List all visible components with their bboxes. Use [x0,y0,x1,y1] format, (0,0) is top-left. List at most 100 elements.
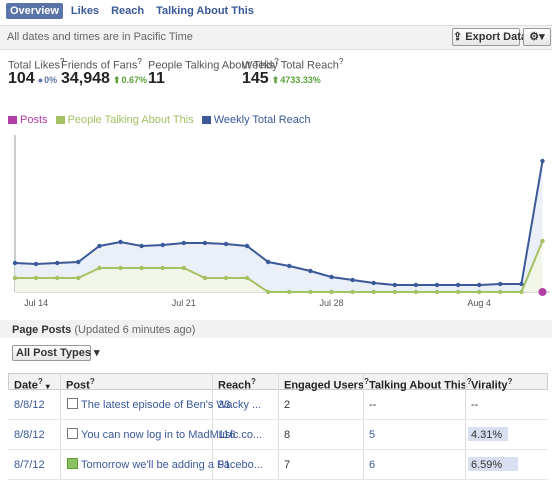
data-point [97,265,102,271]
data-point [118,265,123,271]
column-header[interactable]: Reach? [218,377,256,392]
data-point [392,282,397,288]
stat-label-text: People Talking About This [148,59,275,72]
data-point [392,289,397,295]
cell: 2 [284,399,291,411]
virality-badge [468,427,508,441]
tab-bar: Overview Likes Reach Talking About This [6,3,262,19]
stat-row: 145 ⬆4733.33% [242,70,321,88]
stat-change: ●0% [35,75,57,85]
stat-label-text: Friends of Fans [61,59,138,72]
data-point [498,281,503,287]
data-point [519,289,524,295]
data-point [538,288,547,296]
timezone-note: All dates and times are in Pacific Time [7,31,193,43]
cell: 6.59% [471,459,503,471]
series-line [14,160,544,286]
legend-swatch [8,116,17,124]
help-icon: ? [466,377,472,386]
stat-row: 11 [148,70,165,88]
area [15,161,543,292]
x-tick-label: Jul 21 [172,298,196,308]
cell: 5 [369,429,376,441]
help-icon: ? [251,377,256,386]
stat-change: ⬆4733.33% [269,75,321,85]
legend-label: Posts [20,114,48,126]
tab[interactable]: Reach [111,5,145,17]
data-point [181,240,186,246]
post-link[interactable]: You can now log in to MadMusic.co... [81,429,263,441]
stat-row: 34,948 ⬆0.67% [61,70,147,88]
legend-swatch [55,116,65,124]
help-icon: ? [274,57,279,66]
data-point [118,239,123,245]
help-icon: ? [338,57,344,66]
legend-item[interactable]: Posts [8,114,48,126]
chart: Jul 14 Jul 21 Jul 28 Aug 4 [12,135,550,308]
stat-value: 145 [242,70,269,87]
cell: 7 [284,459,291,471]
stat-label-text: Total Likes [8,59,60,72]
cell: 8/7/12 [14,459,45,471]
column-divider [465,373,466,480]
data-point [308,289,313,295]
column-title: Post [66,379,90,392]
data-point [33,261,39,267]
column-divider [278,373,279,480]
posts-header [0,320,552,338]
data-point [455,289,461,295]
export-button[interactable]: ⇪ Export Data [452,28,527,46]
data-point [540,238,545,244]
column-header[interactable]: Date?▾ [14,377,50,392]
data-point [413,289,419,295]
column-header[interactable]: Talking About This? [369,377,472,392]
settings-button[interactable]: ⚙▾ [523,28,551,46]
change-text: 0.67% [121,75,148,85]
data-point [308,268,313,274]
data-point [266,289,271,295]
posts-title: Page Posts [12,324,72,336]
row-divider [8,449,548,450]
cell: -- [471,399,479,411]
data-point [498,289,503,295]
stat-row: 104 ●0% [8,70,57,88]
export-label: Export Data [465,31,528,43]
tab[interactable]: Talking About This [156,5,254,17]
filter-label: All Post Types [16,347,91,359]
stat-change: ⬆0.67% [110,75,147,85]
cell: 8/8/12 [14,399,45,411]
stat-label: Friends of Fans? [61,57,142,72]
data-point [329,289,334,295]
stat-label: Weekly Total Reach? [242,57,343,72]
post-type-filter[interactable]: All Post Types ▾ [12,345,100,361]
post-icon [67,458,78,469]
data-point [434,289,440,295]
cell: -- [369,399,377,411]
column-header[interactable]: Engaged Users? [284,377,369,392]
data-point [223,241,229,247]
column-header[interactable]: Post? [66,377,95,392]
legend-label: People Talking About This [67,114,194,126]
tab[interactable]: Likes [70,5,100,17]
legend-item[interactable]: People Talking About This [55,114,194,126]
cell: 8/8/12 [14,429,45,441]
data-point [519,281,524,287]
tab[interactable]: Overview [6,3,63,19]
column-header[interactable]: Virality? [471,377,512,392]
trend-icon: ⬆ [112,75,121,85]
post-link[interactable]: Tomorrow we'll be adding a Facebo... [81,459,263,471]
data-point [413,282,419,288]
data-point [76,275,81,281]
post-link[interactable]: The latest episode of Ben's Wacky ... [81,399,262,411]
legend-item[interactable]: Weekly Total Reach [201,114,311,126]
cell: 116 [218,429,236,441]
help-icon: ? [137,57,142,66]
stat-label: People Talking About This? [148,57,279,72]
column-title: Date [14,379,38,392]
data-point [55,275,60,281]
sort-icon: ▾ [45,381,50,391]
data-point [160,265,165,271]
cell: 6 [369,459,376,471]
data-point [540,158,545,164]
data-point [76,259,81,265]
